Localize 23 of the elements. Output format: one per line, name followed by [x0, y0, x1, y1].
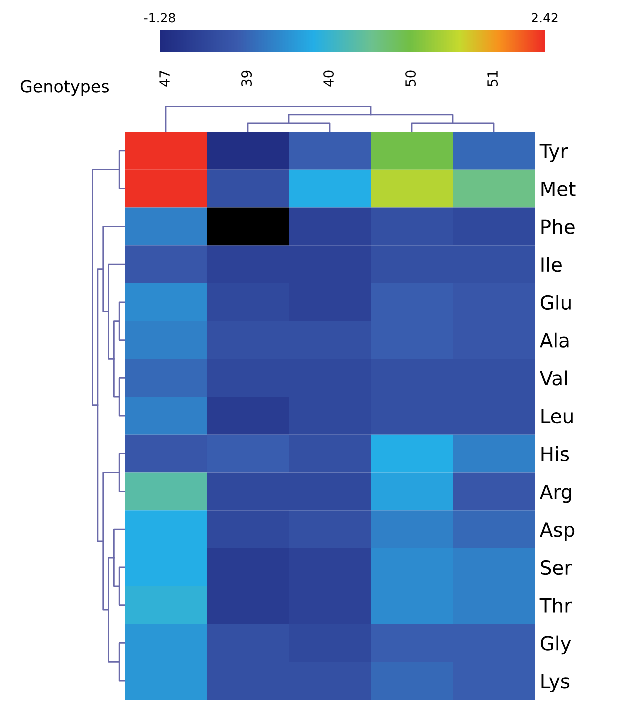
y-tick-label: Arg: [540, 484, 572, 504]
color-bar-label: -1.28: [144, 13, 176, 23]
y-tick-label: Ile: [542, 257, 562, 272]
y-tick-label: Asp: [540, 522, 575, 542]
y-tick-label: Thr: [540, 598, 572, 613]
y-tick-label: Met: [542, 182, 576, 196]
y-tick-label: Phe: [542, 219, 575, 234]
x-tick-label: 50: [406, 70, 416, 86]
y-tick-label: Val: [540, 370, 568, 386]
y-tick-label: Ser: [541, 560, 572, 576]
y-tick-label: His: [542, 446, 570, 462]
x-tick-label: 47: [160, 71, 170, 87]
y-tick-label: Tyr: [540, 144, 568, 162]
x-tick-label: 51: [488, 71, 498, 86]
y-tick-label: Leu: [542, 409, 573, 424]
x-axis-title: Genotypes: [20, 80, 110, 96]
y-tick-label: Ala: [540, 332, 569, 348]
y-tick-label: Glu: [540, 295, 571, 310]
color-bar-label: 2.42: [532, 13, 558, 23]
x-tick-label: 39: [242, 70, 252, 86]
y-tick-label: Gly: [540, 636, 572, 655]
y-tick-label: Lys: [542, 674, 570, 692]
x-tick-label: 40: [324, 70, 334, 87]
